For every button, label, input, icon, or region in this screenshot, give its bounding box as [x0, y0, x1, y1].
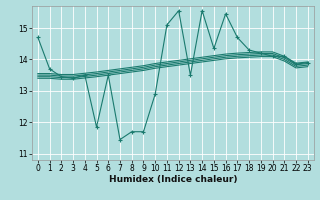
X-axis label: Humidex (Indice chaleur): Humidex (Indice chaleur) [108, 175, 237, 184]
